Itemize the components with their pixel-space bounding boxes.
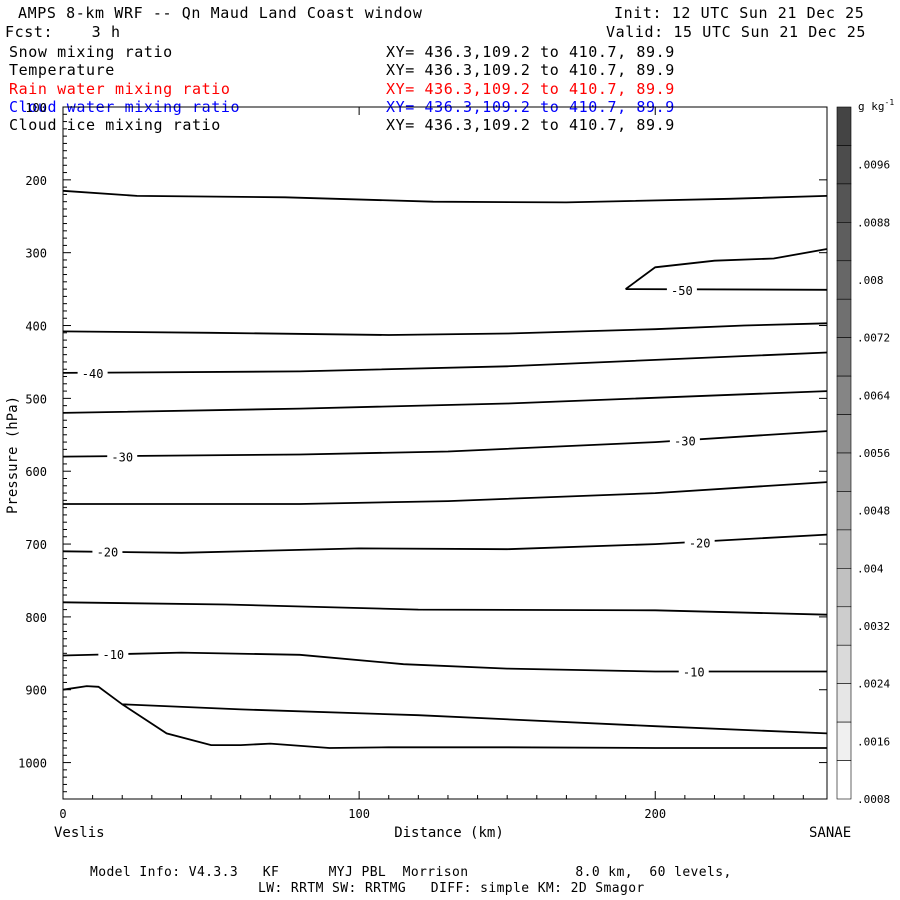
contour-line [62,322,828,336]
y-tick-label: 500 [25,392,47,406]
contour-label: -20 [689,537,711,551]
contour-line [63,481,828,505]
colorbar-swatch [836,452,852,492]
x-axis: 0 100 200 [59,107,804,821]
colorbar-swatch [836,414,852,454]
contour-line [62,651,827,673]
colorbar-tick-label: .0048 [857,505,890,518]
colorbar-tick-label: .0032 [857,620,890,633]
y-tick-label: 900 [25,684,47,698]
y-axis-label: Pressure (hPa) [5,396,21,514]
field-xy-temperature: XY= 436.3,109.2 to 410.7, 89.9 [386,61,675,79]
contour-label-bg [678,664,709,679]
contour-line [625,248,828,290]
y-tick-label: 400 [25,320,47,334]
colorbar-tick-label: .004 [857,562,884,575]
contour-label: -10 [102,648,124,662]
x-tick-label: 200 [644,807,666,821]
colorbar-tick-label: .0024 [857,678,890,691]
y-tick-label: 300 [25,247,47,261]
colorbar-tick-label: .0016 [857,735,890,748]
colorbar-unit: g kg-1 [858,98,894,113]
contour-label-bg [669,433,700,448]
contour-label: -30 [674,435,696,449]
colorbar-tick-label: .0064 [857,389,890,402]
header-valid: Valid: 15 UTC Sun 21 Dec 25 [606,23,867,41]
field-label-cloud-ice: Cloud ice mixing ratio [9,116,221,134]
colorbar-swatch [836,760,852,800]
contour-label-bg [107,449,138,464]
contour-label: -30 [111,451,133,465]
contour-label: -10 [683,666,705,680]
colorbar-tick-label: .0088 [857,216,890,229]
contour-line [62,189,828,204]
y-tick-label: 700 [25,538,47,552]
x-axis-label: Distance (km) [394,825,504,841]
field-xy-snow: XY= 436.3,109.2 to 410.7, 89.9 [386,43,675,61]
contour-label: -50 [671,284,693,298]
contour-label: -20 [97,545,119,559]
contour-line [121,703,827,749]
colorbar-swatch [836,721,852,761]
colorbar-swatch [836,260,852,300]
y-tick-label: 800 [25,611,47,625]
endpoint-right-label: SANAE [809,825,851,841]
footer-physics-info: LW: RRTM SW: RRTMG DIFF: simple KM: 2D S… [258,881,645,896]
y-tick-label: 1000 [18,757,47,771]
contour-label-bg [77,365,108,380]
colorbar-swatch [836,529,852,569]
colorbar-swatch [836,222,852,262]
y-tick-label: 200 [25,174,47,188]
colorbar-swatch [836,606,852,646]
colorbar-swatch [836,106,852,146]
contour-labels: -50 -40 -30 -30 -20 -20 -10 -10 [77,282,715,680]
header-fcst: Fcst: 3 h [5,23,121,41]
y-tick-label: 600 [25,465,47,479]
x-tick-label: 100 [348,807,370,821]
contour-line [62,685,828,735]
colorbar: .0096 .0088 .008 .0072 .0064 .0056 .0048 .004 .0… [836,106,890,806]
contour-line [625,288,828,291]
colorbar-tick-label: .0072 [857,332,890,345]
temperature-contours [62,189,828,749]
colorbar-swatch [836,145,852,185]
colorbar-swatch [836,683,852,723]
colorbar-swatch [836,375,852,415]
y-tick-label: 100 [25,101,47,115]
header-title: AMPS 8-km WRF -- Qn Maud Land Coast wind… [18,4,423,22]
contour-line [62,430,828,458]
field-label-temperature: Temperature [9,61,115,79]
endpoint-left-label: Veslis [54,825,105,841]
colorbar-tick-label: .0056 [857,447,890,460]
field-label-snow: Snow mixing ratio [9,43,173,61]
y-axis: 100 200 300 400 500 600 700 800 900 1000 [18,101,827,793]
contour-label-bg [684,535,715,550]
x-tick-label: 0 [59,807,66,821]
contour-label-bg [92,544,123,559]
colorbar-tick-label: .0008 [857,793,890,806]
field-label-rain: Rain water mixing ratio [9,80,231,98]
footer-model-info: Model Info: V4.3.3 KF MYJ PBL Morrison 8… [90,865,732,880]
field-xy-cloud-ice: XY= 436.3,109.2 to 410.7, 89.9 [386,116,675,134]
colorbar-tick-label: .0096 [857,159,890,172]
plot-frame [62,106,828,800]
contour-line [62,351,828,374]
colorbar-swatch [836,491,852,531]
contour-line [62,601,828,616]
contour-label-bg [98,647,129,662]
header-init: Init: 12 UTC Sun 21 Dec 25 [614,4,865,22]
colorbar-swatch [836,337,852,377]
colorbar-tick-label: .008 [857,274,884,287]
contour-line [62,390,828,414]
contour-line [62,533,828,554]
contour-label: -40 [82,367,104,381]
colorbar-swatch [836,644,852,684]
colorbar-swatch [836,298,852,338]
contour-label-bg [666,282,697,297]
colorbar-swatch [836,183,852,223]
field-xy-rain: XY= 436.3,109.2 to 410.7, 89.9 [386,80,675,98]
colorbar-swatch [836,568,852,608]
